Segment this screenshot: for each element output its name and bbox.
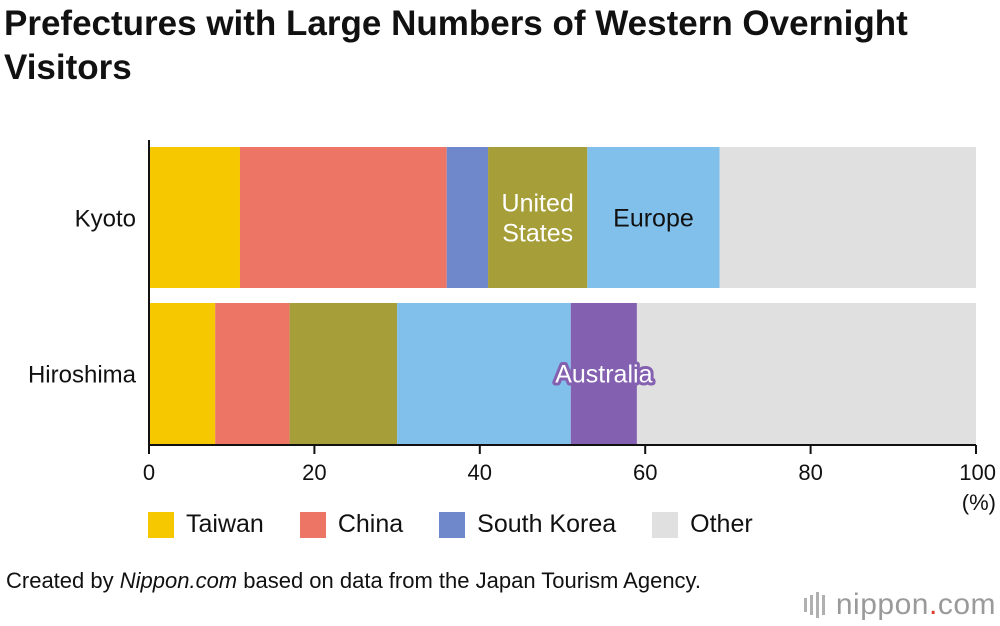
bar-hiroshima-australia <box>570 303 637 444</box>
chart-legend: Taiwan China South Korea Other <box>148 510 789 539</box>
bar-label-hiroshima-australia: Australia <box>555 361 652 389</box>
brand-logo: nippon. com <box>803 588 996 622</box>
bar-hiroshima-europe <box>397 303 571 444</box>
legend-swatch-other <box>652 511 679 538</box>
bar-label-kyoto-europe: Europe <box>613 205 694 233</box>
source-prefix: Created by <box>6 568 120 593</box>
bar-kyoto-china <box>239 147 447 288</box>
legend-item-china: China <box>299 510 404 539</box>
bar-kyoto-south-korea <box>446 147 489 288</box>
x-tick-label-0: 0 <box>143 460 155 485</box>
legend-label-china: China <box>337 510 404 538</box>
bar-label-kyoto-united-states: United <box>502 190 574 218</box>
source-note: Created by Nippon.com based on data from… <box>6 566 706 595</box>
legend-swatch-china <box>299 511 326 538</box>
bar-kyoto-taiwan <box>149 147 240 288</box>
bar-hiroshima-china <box>215 303 290 444</box>
legend-label-other: Other <box>690 510 753 538</box>
x-tick-label-60: 60 <box>633 460 657 485</box>
bar-hiroshima-other <box>636 303 976 444</box>
source-site: Nippon.com <box>119 568 238 593</box>
bar-hiroshima-united-states <box>289 303 398 444</box>
legend-swatch-taiwan <box>148 511 174 538</box>
source-suffix: based on data from the Japan Tourism Age… <box>237 568 702 593</box>
bar-kyoto-europe <box>587 147 720 288</box>
x-tick-label-20: 20 <box>302 460 326 485</box>
x-tick-label-40: 40 <box>468 460 492 485</box>
legend-swatch-south-korea <box>439 511 466 538</box>
bar-label-kyoto-united-states: States <box>502 220 573 248</box>
category-label-hiroshima: Hiroshima <box>28 362 137 389</box>
legend-label-south-korea: South Korea <box>477 510 617 538</box>
bar-hiroshima-taiwan <box>149 303 216 444</box>
legend-label-taiwan: Taiwan <box>186 510 264 538</box>
brand-dot: . <box>928 588 938 621</box>
chart-title: Prefectures with Large Numbers of Wester… <box>4 4 908 87</box>
legend-item-taiwan: Taiwan <box>148 510 264 539</box>
legend-item-other: Other <box>652 510 753 539</box>
brand-tld: com <box>937 588 996 621</box>
x-tick-label-100: 100 <box>959 460 996 485</box>
x-tick-label-80: 80 <box>798 460 822 485</box>
brand-name: nippon <box>835 588 929 621</box>
bar-kyoto-united-states <box>488 147 588 288</box>
bar-kyoto-other <box>719 147 976 288</box>
legend-item-south-korea: South Korea <box>439 510 616 539</box>
brand-bars-icon <box>803 592 828 618</box>
category-label-kyoto: Kyoto <box>75 206 136 233</box>
x-unit-label: (%) <box>962 490 996 515</box>
